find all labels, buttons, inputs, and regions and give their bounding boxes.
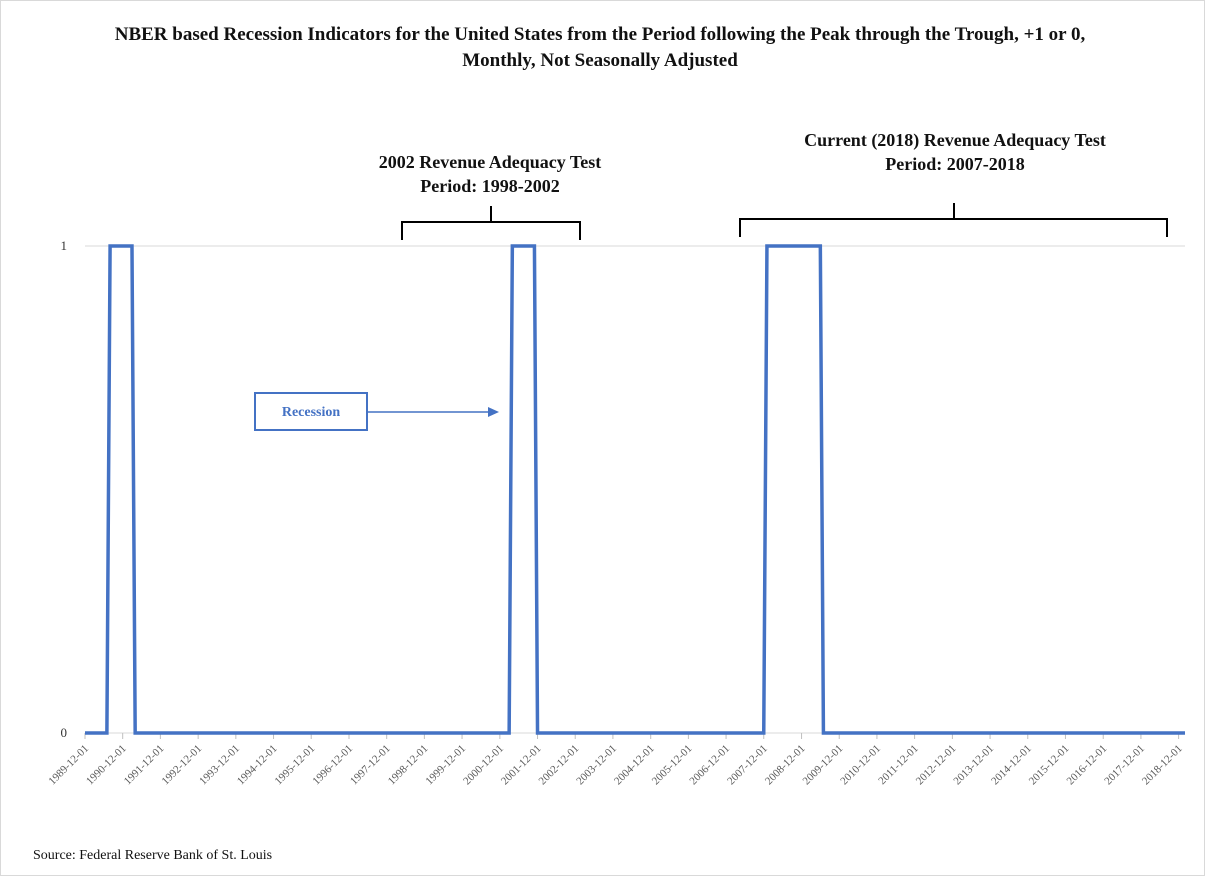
x-tick-label: 2018-12-01 <box>1140 743 1185 788</box>
y-tick-label: 0 <box>61 725 68 740</box>
x-tick-label: 1991-12-01 <box>122 743 167 788</box>
legend-label: Recession <box>282 405 341 420</box>
legend-arrowhead <box>488 407 499 417</box>
x-tick-label: 2010-12-01 <box>838 743 883 788</box>
x-tick-label: 1999-12-01 <box>423 743 468 788</box>
bracket <box>401 206 581 240</box>
annotation: Current (2018) Revenue Adequacy Test Per… <box>804 130 1106 174</box>
y-tick-label: 1 <box>61 238 68 253</box>
annotation: 2002 Revenue Adequacy Test Period: 1998-… <box>378 152 602 196</box>
series-line <box>85 244 1185 735</box>
x-tick-label: 2003-12-01 <box>574 743 619 788</box>
bracket <box>739 203 1168 237</box>
source: Source: Federal Reserve Bank of St. Loui… <box>33 848 273 863</box>
x-tick-label: 1995-12-01 <box>273 743 318 788</box>
chart-title: NBER based Recession Indicators for the … <box>114 24 1086 71</box>
x-tick-label: 2007-12-01 <box>725 743 770 788</box>
x-tick-label: 2015-12-01 <box>1027 743 1072 788</box>
